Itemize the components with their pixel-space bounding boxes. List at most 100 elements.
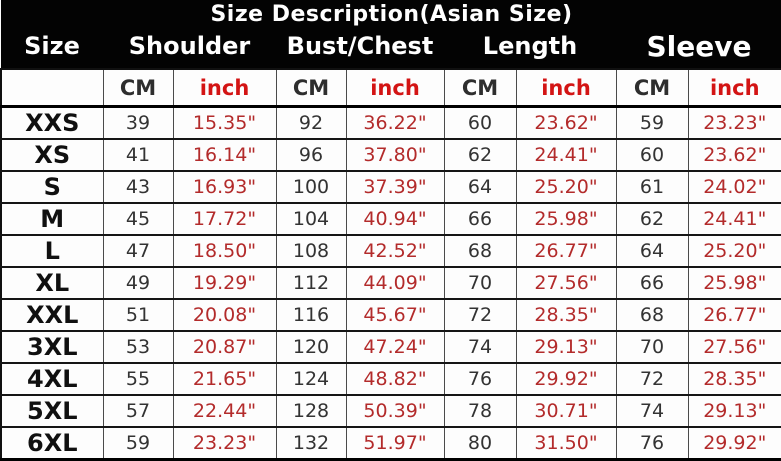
inch-value: 27.56": [515, 265, 617, 300]
table-row: 3XL 53 20.87" 120 47.24" 74 29.13" 70 27.56": [0, 329, 781, 364]
inch-value: 21.65": [172, 361, 277, 396]
inch-value: 40.94": [345, 201, 445, 236]
inch-value: 51.97": [345, 425, 445, 461]
cm-value: 62: [443, 138, 517, 172]
cm-value: 100: [275, 170, 347, 204]
inch-value: 37.80": [345, 138, 445, 172]
cm-value: 124: [275, 361, 347, 396]
column-header-size: Size: [1, 28, 103, 69]
inch-value: 20.87": [172, 329, 277, 364]
cm-value: 59: [102, 425, 174, 461]
cm-value: 62: [615, 201, 689, 236]
inch-value: 24.41": [687, 201, 781, 236]
inch-value: 24.02": [687, 170, 781, 204]
table-row: S 43 16.93" 100 37.39" 64 25.20" 61 24.02": [0, 170, 781, 204]
cm-value: 128: [275, 393, 347, 428]
cm-value: 64: [443, 170, 517, 204]
inch-value: 25.98": [515, 201, 617, 236]
inch-value: 20.08": [172, 297, 277, 332]
size-cell: S: [0, 170, 104, 204]
cm-value: 132: [275, 425, 347, 461]
size-cell: XL: [0, 265, 104, 300]
column-header-sleeve: Sleeve: [616, 28, 781, 69]
column-header-length: Length: [444, 28, 616, 69]
inch-value: 45.67": [345, 297, 445, 332]
unit-header-row: CM inch CM inch CM inch CM inch: [0, 68, 781, 108]
cm-value: 49: [102, 265, 174, 300]
cm-value: 70: [443, 265, 517, 300]
table-title-row: Size Description(Asian Size): [1, 0, 781, 28]
size-cell: 6XL: [0, 425, 104, 461]
table-row: M 45 17.72" 104 40.94" 66 25.98" 62 24.41": [0, 201, 781, 236]
inch-value: 23.62": [687, 138, 781, 172]
inch-value: 16.14": [172, 138, 277, 172]
cm-value: 120: [275, 329, 347, 364]
table-row: XS 41 16.14" 96 37.80" 62 24.41" 60 23.62": [0, 138, 781, 172]
inch-value: 29.13": [687, 393, 781, 428]
inch-value: 29.92": [515, 361, 617, 396]
page-title: Size Description(Asian Size): [1, 0, 781, 28]
unit-header-cm: CM: [615, 68, 689, 108]
cm-value: 116: [275, 297, 347, 332]
cm-value: 76: [615, 425, 689, 461]
cm-value: 74: [615, 393, 689, 428]
inch-value: 16.93": [172, 170, 277, 204]
inch-value: 26.77": [515, 233, 617, 268]
cm-value: 59: [615, 105, 689, 141]
unit-header-inch: inch: [172, 68, 277, 108]
inch-value: 44.09": [345, 265, 445, 300]
cm-value: 55: [102, 361, 174, 396]
table-row: XL 49 19.29" 112 44.09" 70 27.56" 66 25.98": [0, 265, 781, 300]
cm-value: 72: [615, 361, 689, 396]
inch-value: 23.62": [515, 105, 617, 141]
inch-value: 36.22": [345, 105, 445, 141]
inch-value: 48.82": [345, 361, 445, 396]
size-table-body: XXS 39 15.35" 92 36.22" 60 23.62" 59 23.23" XS 41 1…: [0, 105, 781, 461]
cm-value: 41: [102, 138, 174, 172]
inch-value: 18.50": [172, 233, 277, 268]
unit-header-cm: CM: [275, 68, 347, 108]
cm-value: 61: [615, 170, 689, 204]
inch-value: 26.77": [687, 297, 781, 332]
inch-value: 25.20": [515, 170, 617, 204]
inch-value: 37.39": [345, 170, 445, 204]
unit-header-cm: CM: [102, 68, 174, 108]
inch-value: 47.24": [345, 329, 445, 364]
cm-value: 66: [615, 265, 689, 300]
inch-value: 42.52": [345, 233, 445, 268]
cm-value: 108: [275, 233, 347, 268]
size-cell: XXS: [0, 105, 104, 141]
inch-value: 27.56": [687, 329, 781, 364]
size-cell: 3XL: [0, 329, 104, 364]
table-row: XXL 51 20.08" 116 45.67" 72 28.35" 68 26.77": [0, 297, 781, 332]
size-cell: L: [0, 233, 104, 268]
cm-value: 78: [443, 393, 517, 428]
column-header-shoulder: Shoulder: [103, 28, 276, 69]
column-group-header-row: Size Shoulder Bust/Chest Length Sleeve: [1, 28, 781, 69]
inch-value: 25.20": [687, 233, 781, 268]
table-row: 4XL 55 21.65" 124 48.82" 76 29.92" 72 28.35": [0, 361, 781, 396]
cm-value: 51: [102, 297, 174, 332]
cm-value: 53: [102, 329, 174, 364]
cm-value: 80: [443, 425, 517, 461]
cm-value: 96: [275, 138, 347, 172]
inch-value: 19.29": [172, 265, 277, 300]
size-cell: M: [0, 201, 104, 236]
table-row: XXS 39 15.35" 92 36.22" 60 23.62" 59 23.23": [0, 105, 781, 141]
inch-value: 22.44": [172, 393, 277, 428]
cm-value: 76: [443, 361, 517, 396]
inch-value: 17.72": [172, 201, 277, 236]
inch-value: 15.35": [172, 105, 277, 141]
inch-value: 50.39": [345, 393, 445, 428]
column-header-bust-chest: Bust/Chest: [276, 28, 444, 69]
cm-value: 64: [615, 233, 689, 268]
table-row: L 47 18.50" 108 42.52" 68 26.77" 64 25.20": [0, 233, 781, 268]
size-cell: 4XL: [0, 361, 104, 396]
empty-corner-cell: [0, 68, 104, 108]
inch-value: 28.35": [687, 361, 781, 396]
cm-value: 43: [102, 170, 174, 204]
cm-value: 68: [443, 233, 517, 268]
table-row: 5XL 57 22.44" 128 50.39" 78 30.71" 74 29.13": [0, 393, 781, 428]
cm-value: 72: [443, 297, 517, 332]
